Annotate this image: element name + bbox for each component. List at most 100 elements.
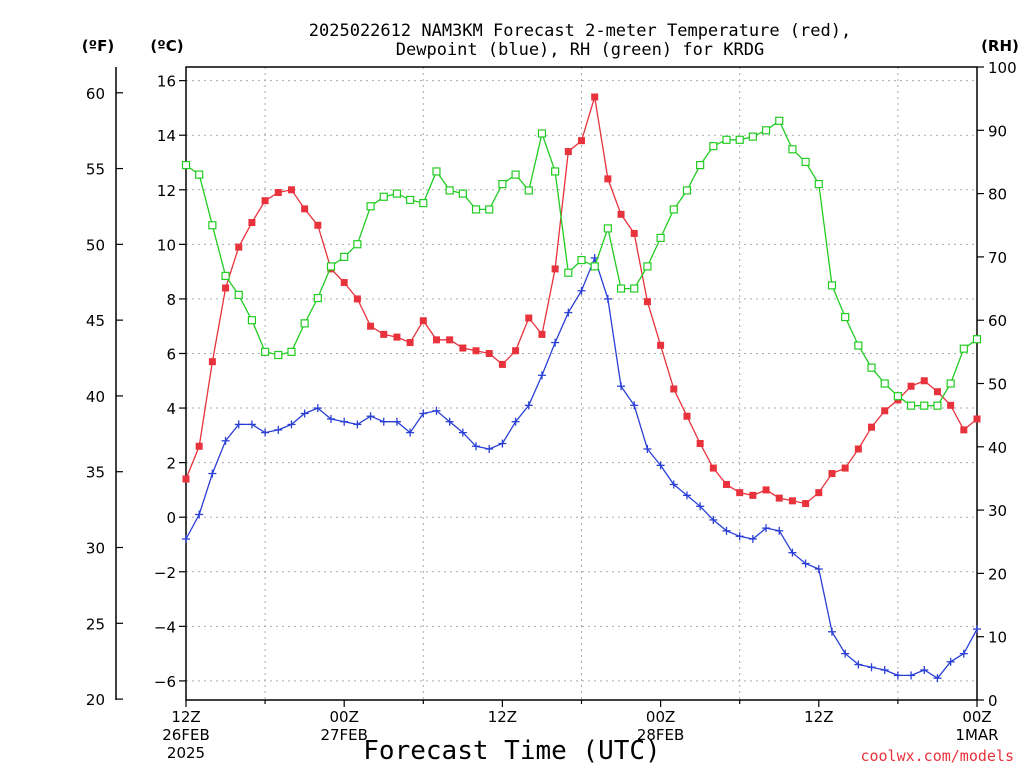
temperature-point: [709, 464, 717, 472]
dewpoint-point: [406, 428, 415, 437]
temperature-point: [419, 317, 427, 325]
time-tick-label: 00Z: [646, 708, 675, 726]
dewpoint-point: [577, 286, 586, 295]
rh-tick-label: 50: [988, 376, 1007, 394]
dewpoint-point: [221, 436, 230, 445]
temperature-point: [960, 426, 968, 434]
dewpoint-point: [959, 649, 968, 658]
dewpoint-point: [696, 502, 705, 511]
temperature-point: [287, 186, 295, 194]
temperature-point: [314, 221, 322, 229]
rh-tick-label: 30: [988, 502, 1007, 520]
celsius-tick-label: 14: [157, 127, 176, 145]
temperature-point: [683, 412, 691, 420]
series-group: [181, 93, 982, 683]
rh-point: [485, 205, 494, 214]
celsius-axis: 16 14 12 10 8 6 4 2 0 −2 −4 −6: [154, 73, 186, 691]
rh-point: [564, 268, 573, 277]
dewpoint-point: [748, 535, 757, 544]
dewpoint-point: [880, 665, 889, 674]
rh-point: [458, 189, 467, 198]
rh-point: [722, 135, 731, 144]
celsius-tick-label: 2: [166, 455, 176, 473]
rh-point: [221, 271, 230, 280]
temperature-point: [657, 341, 665, 349]
time-tick-label: 00Z: [330, 708, 359, 726]
dewpoint-point: [524, 401, 533, 410]
time-tick-label: 26FEB: [162, 726, 209, 744]
dewpoint-point: [643, 444, 652, 453]
chart-title-line2: Dewpoint (blue), RH (green) for KRDG: [396, 40, 764, 60]
temperature-point: [841, 464, 849, 472]
rh-point: [603, 224, 612, 233]
temperature-point: [617, 210, 625, 218]
rh-point: [326, 262, 336, 271]
time-tick-label: 1MAR: [955, 726, 998, 744]
rh-point: [445, 186, 454, 195]
temperature-point: [933, 388, 941, 396]
rh-point: [669, 205, 678, 214]
dewpoint-point: [630, 401, 639, 410]
plot-frame: [185, 66, 978, 701]
rh-tick-label: 90: [988, 122, 1007, 140]
dewpoint-point: [274, 425, 283, 434]
time-tick-label: 12Z: [804, 708, 833, 726]
dewpoint-point: [669, 480, 678, 489]
temperature-point: [788, 497, 796, 505]
dewpoint-point: [511, 417, 520, 426]
temperature-point: [723, 480, 731, 488]
rh-point: [880, 379, 889, 388]
temperature-point: [459, 344, 467, 352]
fahrenheit-tick-label: 20: [86, 691, 105, 709]
rh-unit-label: (RH): [981, 37, 1019, 55]
temperature-point: [868, 423, 876, 431]
rh-point: [366, 202, 375, 211]
temperature-point: [749, 491, 757, 499]
dewpoint-point: [392, 417, 401, 426]
dewpoint-point: [340, 417, 349, 426]
temperature-point: [406, 339, 414, 347]
rh-point: [195, 170, 204, 179]
rh-point: [406, 195, 415, 205]
temperature-point: [274, 189, 282, 197]
temperature-point: [564, 148, 572, 156]
rh-point: [247, 316, 257, 325]
rh-point: [761, 126, 771, 135]
temperature-point: [301, 205, 309, 213]
rh-point: [656, 233, 665, 243]
temperature-point: [551, 265, 559, 273]
dewpoint-point: [498, 439, 507, 448]
dewpoint-point: [366, 412, 375, 421]
dewpoint-point: [973, 625, 981, 634]
dewpoint-point: [458, 428, 467, 437]
rh-point: [867, 363, 876, 372]
temperature-point: [340, 279, 348, 287]
rh-point: [814, 180, 823, 189]
celsius-tick-label: 12: [157, 182, 176, 200]
dewpoint-point: [537, 371, 546, 380]
rh-point: [801, 157, 810, 167]
rh-point: [972, 335, 982, 344]
temperature-point: [538, 330, 546, 338]
rh-point: [537, 129, 547, 138]
time-tick-label: 28FEB: [637, 726, 684, 744]
chart-title-line1: 2025022612 NAM3KM Forecast 2-meter Tempe…: [309, 21, 851, 41]
temperature-point: [696, 440, 704, 448]
temperature-point: [775, 494, 783, 502]
dewpoint-point: [893, 671, 902, 680]
rh-point: [471, 205, 481, 214]
rh-point: [432, 167, 441, 176]
fahrenheit-axis: 60 55 50 45 40 35 30 25 20: [86, 85, 123, 709]
temperature-point: [591, 93, 599, 101]
rh-point: [920, 401, 929, 410]
rh-point: [208, 221, 217, 230]
dewpoint-point: [722, 526, 731, 535]
temperature-point: [261, 197, 269, 205]
dewpoint-point: [603, 294, 612, 303]
fahrenheit-unit-label: (ºF): [82, 37, 114, 55]
temperature-point: [367, 322, 375, 330]
temperature-point: [736, 489, 744, 497]
fahrenheit-tick-label: 40: [86, 388, 105, 406]
